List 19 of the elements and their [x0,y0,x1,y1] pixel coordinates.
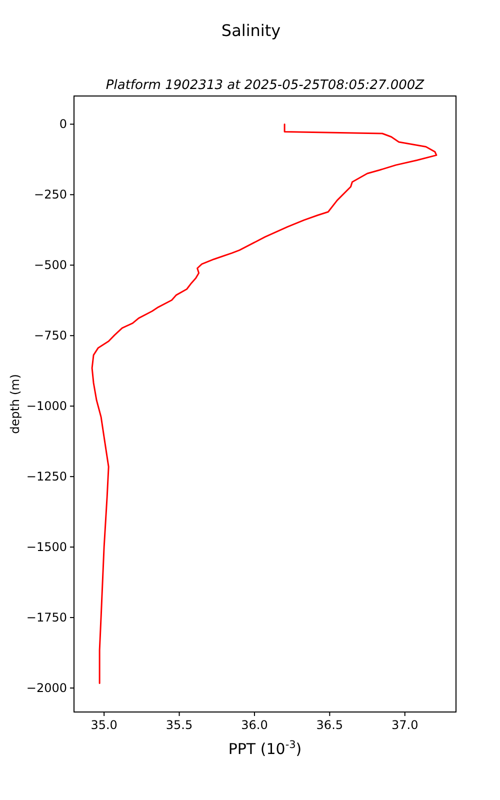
x-axis-title: PPT (10$^{-3}$) [228,739,302,758]
x-tick-label: 36.0 [241,718,268,732]
y-axis-title: depth (m) [8,374,22,434]
line-series [91,123,438,684]
y-tick-label: −1500 [26,540,67,554]
chart-title: Salinity [221,21,281,40]
x-tick-label: 36.5 [316,718,344,732]
y-tick-label: −1750 [26,610,67,625]
y-tick-label: −2000 [26,681,67,696]
y-tick-label: 0 [59,117,67,132]
y-tick-label: −750 [34,328,67,343]
x-tick-label: 35.5 [166,718,193,732]
x-tick-label: 35.0 [90,718,118,732]
y-tick-label: −1000 [26,399,67,414]
chart-subtitle: Platform 1902313 at 2025-05-25T08:05:27.000Z [106,78,426,93]
y-tick-label: −1250 [26,470,67,484]
x-tick-label: 37.0 [392,718,418,732]
y-tick-label: −500 [34,258,67,272]
y-tick-label: −250 [34,188,67,202]
